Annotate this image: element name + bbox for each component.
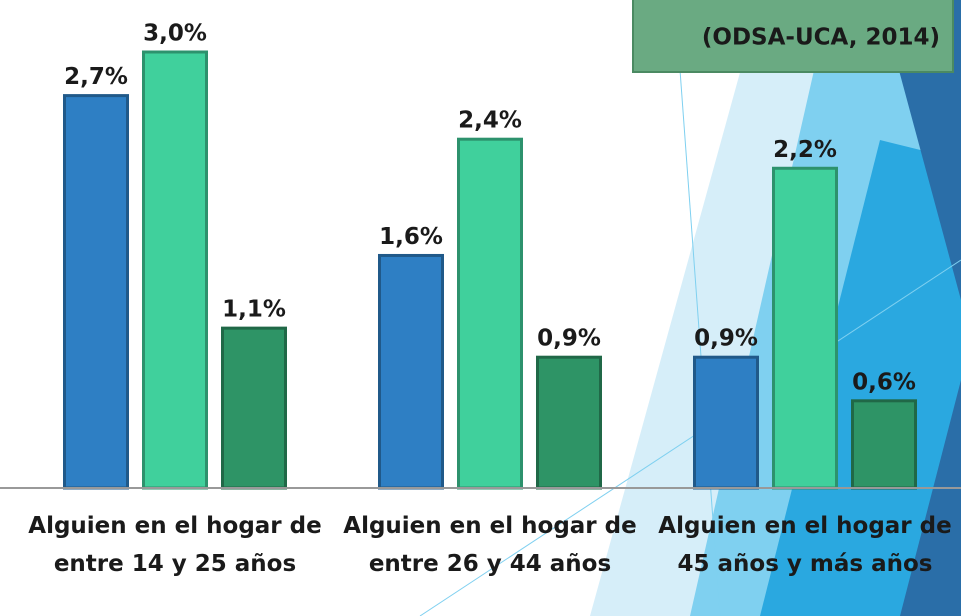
bar [459, 139, 522, 488]
bar [853, 401, 916, 488]
bar [695, 357, 758, 488]
bar [774, 168, 837, 488]
data-label: 2,4% [458, 108, 522, 134]
data-label: 1,1% [222, 297, 286, 323]
bar [380, 255, 443, 488]
data-label: 0,9% [694, 326, 758, 352]
chart: (ODSA-UCA, 2014) 2,7% 3,0% 1,1% 1,6% 2,4% 0,9… [0, 0, 961, 616]
data-label: 2,2% [773, 137, 837, 163]
annotation: (ODSA-UCA, 2014) [702, 25, 940, 51]
data-label: 1,6% [379, 224, 443, 250]
bar [65, 96, 128, 488]
data-label: 0,9% [537, 326, 601, 352]
data-label: 3,0% [143, 21, 207, 47]
data-label: 2,7% [64, 64, 128, 90]
bar [538, 357, 601, 488]
data-label: 0,6% [852, 369, 916, 395]
x-tick-label: Alguien en el hogar de entre 14 y 25 año… [25, 507, 325, 583]
bar [144, 52, 207, 488]
x-tick-label: Alguien en el hogar de entre 26 y 44 año… [340, 507, 640, 583]
bar [223, 328, 286, 488]
x-tick-label: Alguien en el hogar de 45 años y más año… [655, 507, 955, 583]
